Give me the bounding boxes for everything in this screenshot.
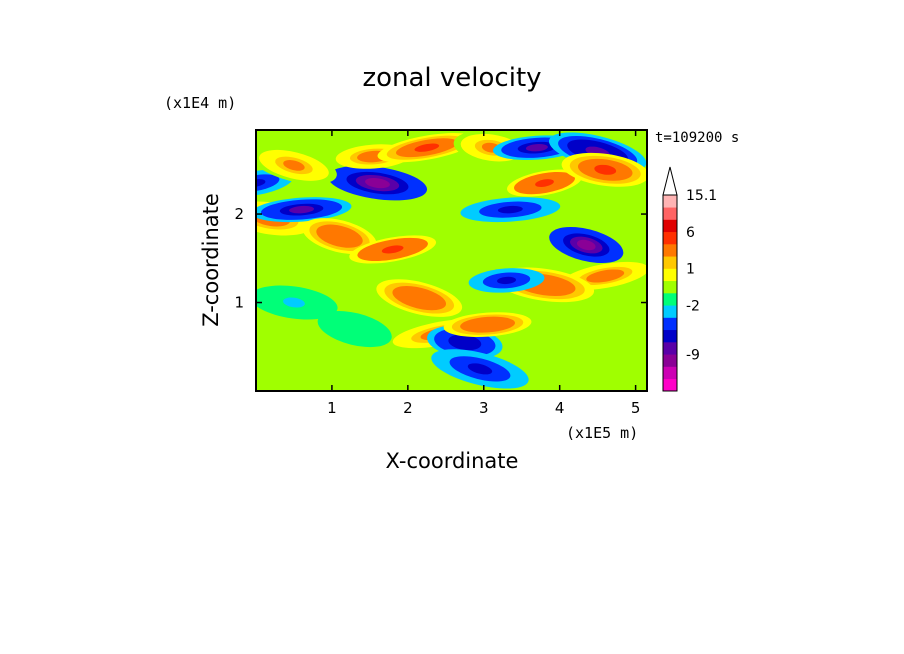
field-contour: [476, 320, 499, 329]
colorbar-label: -2: [686, 298, 700, 314]
colorbar: -9 -2 1 6 15.1: [662, 166, 717, 392]
x-axis-label: X-coordinate: [386, 449, 519, 473]
colorbar-swatch: [663, 293, 677, 306]
field-contour: [576, 239, 596, 251]
colorbar-swatch: [663, 219, 677, 233]
y-tick-label: 1: [234, 294, 244, 312]
field-contour: [408, 292, 430, 304]
field-blobs: [256, 130, 647, 389]
colorbar-swatch: [663, 231, 677, 245]
axis-ticks: 1 2 3 4 5 1 2: [234, 130, 647, 417]
field-contour: [497, 276, 517, 285]
colorbar-swatch: [663, 268, 677, 282]
colorbar-label: 6: [686, 225, 695, 241]
field-contour: [289, 205, 315, 214]
field-contour: [283, 297, 305, 308]
field-contour: [455, 337, 475, 348]
x-tick-label: 5: [631, 399, 641, 417]
field-contour: [594, 164, 617, 175]
field-contour: [365, 178, 390, 189]
field-contour: [283, 160, 305, 171]
colorbar-swatch: [663, 207, 677, 220]
field-contour: [345, 323, 364, 335]
field-contour: [525, 144, 548, 152]
field-contour: [330, 230, 349, 242]
field-contour: [256, 179, 266, 187]
field-contour: [535, 179, 554, 187]
colorbar-swatch: [663, 366, 677, 380]
y-tick-label: 2: [234, 205, 244, 223]
plot-frame: [255, 129, 648, 392]
field-contour: [594, 271, 617, 281]
x-tick-label: 4: [555, 399, 565, 417]
colorbar-swatch: [663, 317, 677, 331]
colorbar-extend-arrow: [662, 166, 678, 196]
colorbar-swatch: [663, 342, 677, 355]
colorbar-swatch: [663, 329, 677, 343]
x-tick-label: 2: [403, 399, 413, 417]
colorbar-swatch: [663, 244, 677, 257]
x-scale-label: (x1E5 m): [566, 424, 638, 442]
field-contour: [414, 143, 440, 152]
colorbar-swatch: [663, 195, 677, 208]
colorbar-label: -9: [686, 347, 700, 363]
colorbar-label: 15.1: [686, 188, 717, 204]
field-contour: [497, 205, 523, 214]
y-scale-label: (x1E4 m): [164, 94, 236, 112]
field-contour: [381, 245, 404, 254]
colorbar-swatch: [663, 354, 677, 367]
colorbar-label: 1: [686, 262, 695, 278]
colorbar-swatch: [663, 378, 677, 392]
y-axis-label: Z-coordinate: [199, 193, 223, 327]
contour-field: [256, 130, 647, 391]
field-contour: [299, 356, 319, 364]
field-contour: [577, 356, 603, 364]
x-tick-label: 1: [327, 399, 337, 417]
colorbar-swatch: [663, 256, 677, 269]
chart-title: zonal velocity: [362, 63, 541, 93]
x-tick-label: 3: [479, 399, 489, 417]
time-label: t=109200 s: [655, 130, 739, 146]
field-contour: [467, 363, 493, 375]
colorbar-swatch: [663, 280, 677, 294]
colorbar-swatch: [663, 305, 677, 318]
